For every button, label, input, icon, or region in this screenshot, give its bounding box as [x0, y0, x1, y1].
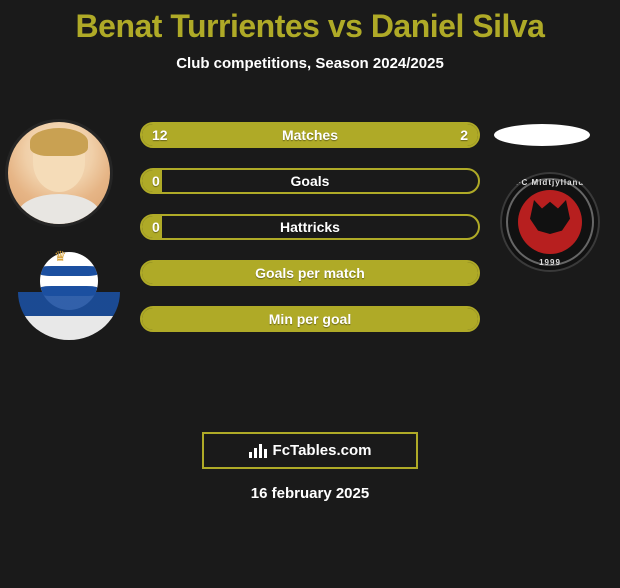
stat-label: Min per goal	[142, 308, 478, 330]
stat-bar: Hattricks0	[140, 214, 480, 240]
brand-text: FcTables.com	[273, 442, 372, 459]
date-text: 16 february 2025	[0, 485, 620, 502]
bar-chart-icon	[249, 444, 267, 458]
stat-label: Matches	[142, 124, 478, 146]
stat-value-left: 0	[152, 170, 160, 192]
stat-bar: Matches12 2	[140, 122, 480, 148]
stat-label: Hattricks	[142, 216, 478, 238]
club-right-name: FC Midtjylland	[500, 178, 600, 187]
player-left-hair	[30, 128, 88, 156]
stat-label: Goals per match	[142, 262, 478, 284]
club-right-inner	[518, 190, 582, 254]
stat-bars: Matches122Goals0Hattricks0Goals per matc…	[140, 122, 480, 352]
stat-label: Goals	[142, 170, 478, 192]
club-left-flag	[18, 292, 120, 340]
subtitle: Club competitions, Season 2024/2025	[0, 55, 620, 72]
stat-value-right: 2	[460, 124, 468, 146]
page-title: Benat Turrientes vs Daniel Silva	[0, 8, 620, 45]
stat-bar: Min per goal	[140, 306, 480, 332]
club-right-year: 1999	[500, 258, 600, 267]
brand-box[interactable]: FcTables.com	[202, 432, 418, 469]
club-left-badge: ♛	[18, 252, 120, 340]
stat-value-left: 12	[152, 124, 168, 146]
player-right-placeholder	[494, 124, 590, 146]
player-left-photo	[8, 122, 110, 224]
club-right-badge: FC Midtjylland 1999	[500, 172, 600, 272]
comparison-stage: ♛ FC Midtjylland 1999 Matches122Goals0Ha…	[0, 92, 620, 432]
stat-bar: Goals per match	[140, 260, 480, 286]
crown-icon: ♛	[54, 248, 84, 262]
stat-bar: Goals0	[140, 168, 480, 194]
stat-value-left: 0	[152, 216, 160, 238]
